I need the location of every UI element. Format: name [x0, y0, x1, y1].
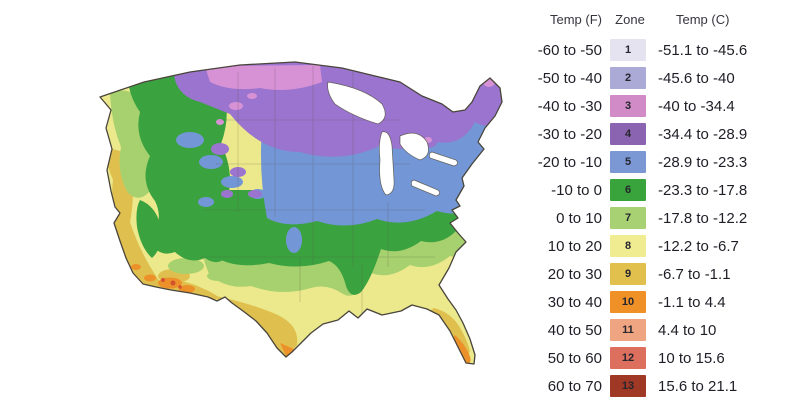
great-lakes — [327, 81, 458, 197]
legend-temp-c: -6.7 to -1.1 — [658, 265, 731, 283]
legend: Temp (F) Zone Temp (C) -60 to -50 1 -51.1 … — [530, 8, 796, 400]
legend-zone-number: 1 — [624, 44, 632, 56]
legend-temp-c: 10 to 15.6 — [658, 349, 725, 367]
legend-temp-f: -20 to -10 — [537, 153, 602, 171]
lake-huron — [399, 132, 429, 161]
legend-temp-c: -45.6 to -40 — [658, 69, 735, 87]
legend-zone-number: 11 — [622, 324, 634, 336]
legend-row: 60 to 70 13 15.6 to 21.1 — [530, 372, 796, 400]
legend-temp-c: -28.9 to -23.3 — [658, 153, 748, 171]
legend-header-zone: Zone — [615, 11, 645, 27]
legend-rows: -60 to -50 1 -51.1 to -45.6 -50 to -40 2 -45.… — [530, 36, 796, 400]
legend-row: -30 to -20 4 -34.4 to -28.9 — [530, 120, 796, 148]
legend-zone-swatch: 11 — [610, 319, 646, 341]
legend-zone-swatch: 4 — [610, 123, 646, 145]
legend-temp-c: 4.4 to 10 — [658, 321, 717, 339]
legend-zone-swatch: 3 — [610, 95, 646, 117]
legend-zone-swatch: 12 — [610, 347, 646, 369]
us-outline — [99, 61, 503, 365]
lake-erie — [410, 179, 440, 197]
legend-temp-c: -40 to -34.4 — [658, 97, 735, 115]
legend-zone-swatch: 5 — [610, 151, 646, 173]
legend-zone-number: 5 — [624, 156, 632, 168]
legend-zone-number: 2 — [624, 72, 632, 84]
legend-zone-number: 9 — [624, 268, 632, 280]
legend-header-temp-c: Temp (C) — [676, 11, 730, 27]
legend-temp-f: -60 to -50 — [537, 41, 602, 59]
legend-zone-number: 10 — [621, 296, 635, 308]
legend-zone-swatch: 7 — [610, 207, 646, 229]
legend-zone-swatch: 9 — [610, 263, 646, 285]
us-hardiness-map — [99, 61, 503, 365]
legend-row: 0 to 10 7 -17.8 to -12.2 — [530, 204, 796, 232]
legend-temp-c: -51.1 to -45.6 — [658, 41, 748, 59]
legend-temp-f: 60 to 70 — [547, 377, 602, 395]
legend-temp-c: -12.2 to -6.7 — [658, 237, 739, 255]
legend-temp-f: 20 to 30 — [547, 265, 602, 283]
legend-temp-f: 0 to 10 — [556, 209, 602, 227]
legend-zone-swatch: 2 — [610, 67, 646, 89]
legend-zone-number: 7 — [624, 212, 632, 224]
legend-row: -10 to 0 6 -23.3 to -17.8 — [530, 176, 796, 204]
legend-row: 50 to 60 12 10 to 15.6 — [530, 344, 796, 372]
legend-row: -60 to -50 1 -51.1 to -45.6 — [530, 36, 796, 64]
zone3-areas — [205, 65, 495, 143]
legend-zone-swatch: 1 — [610, 39, 646, 61]
legend-temp-f: -10 to 0 — [551, 181, 602, 199]
legend-temp-c: 15.6 to 21.1 — [658, 377, 738, 395]
legend-temp-c: -17.8 to -12.2 — [658, 209, 748, 227]
legend-row: 30 to 40 10 -1.1 to 4.4 — [530, 288, 796, 316]
map-container — [70, 52, 512, 400]
lake-superior — [327, 81, 386, 125]
legend-row: 10 to 20 8 -12.2 to -6.7 — [530, 232, 796, 260]
legend-row: 40 to 50 11 4.4 to 10 — [530, 316, 796, 344]
legend-header-temp-f: Temp (F) — [550, 11, 602, 27]
legend-row: 20 to 30 9 -6.7 to -1.1 — [530, 260, 796, 288]
legend-zone-swatch: 13 — [610, 375, 646, 397]
legend-temp-f: 10 to 20 — [547, 237, 602, 255]
legend-zone-number: 4 — [624, 128, 632, 140]
legend-zone-number: 8 — [624, 240, 632, 252]
legend-temp-c: -23.3 to -17.8 — [658, 181, 748, 199]
legend-zone-number: 12 — [621, 352, 635, 364]
legend-row: -20 to -10 5 -28.9 to -23.3 — [530, 148, 796, 176]
legend-temp-f: 40 to 50 — [547, 321, 602, 339]
legend-row: -50 to -40 2 -45.6 to -40 — [530, 64, 796, 92]
legend-zone-number: 13 — [621, 380, 635, 392]
legend-temp-f: -40 to -30 — [537, 97, 602, 115]
legend-row: -40 to -30 3 -40 to -34.4 — [530, 92, 796, 120]
legend-temp-c: -1.1 to 4.4 — [658, 293, 726, 311]
lake-michigan — [378, 131, 395, 196]
legend-temp-c: -34.4 to -28.9 — [658, 125, 748, 143]
legend-temp-f: 30 to 40 — [547, 293, 602, 311]
legend-temp-f: 50 to 60 — [547, 349, 602, 367]
legend-zone-swatch: 8 — [610, 235, 646, 257]
legend-temp-f: -50 to -40 — [537, 69, 602, 87]
legend-zone-swatch: 6 — [610, 179, 646, 201]
lake-ontario — [428, 151, 458, 167]
legend-zone-number: 6 — [624, 184, 632, 196]
desert-hot-spots — [161, 278, 182, 289]
legend-header-row: Temp (F) Zone Temp (C) — [530, 8, 796, 30]
legend-zone-number: 3 — [624, 100, 632, 112]
legend-temp-f: -30 to -20 — [537, 125, 602, 143]
legend-zone-swatch: 10 — [610, 291, 646, 313]
